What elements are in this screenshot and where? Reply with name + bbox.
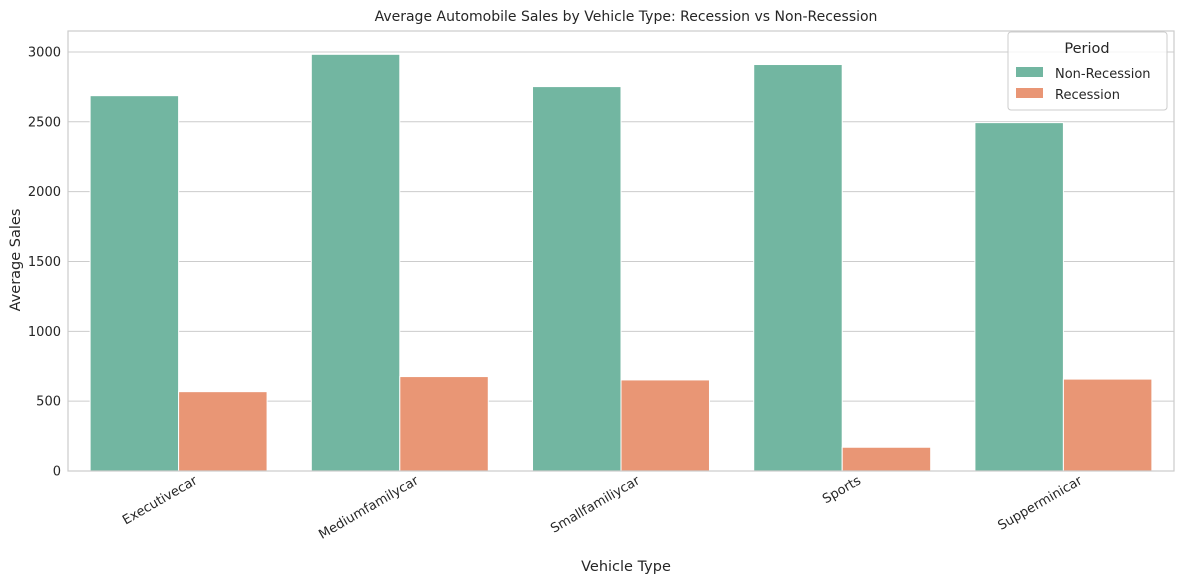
x-tick-label: Supperminicar	[995, 473, 1085, 534]
plot-frame	[67, 30, 1175, 472]
x-tick-label: Mediumfamilycar	[316, 473, 422, 543]
legend-label-non-recession: Non-Recession	[1055, 67, 1151, 82]
bar-non-recession-supperminicar	[974, 122, 1064, 472]
x-tick-label: Executivecar	[120, 473, 201, 528]
legend: Period Non-Recession Recession	[1007, 31, 1168, 111]
bar-non-recession-smallfamiliycar	[532, 86, 622, 472]
y-axis-ticks: 0 500 1000 1500 2000 2500 3000	[28, 45, 61, 479]
bar-recession-mediumfamilycar	[399, 376, 489, 472]
x-axis-ticks: Executivecar Mediumfamilycar Smallfamiliyc…	[120, 473, 1085, 543]
y-axis-label: Average Sales	[8, 209, 24, 312]
y-tick-label: 1500	[28, 255, 61, 270]
bar-recession-sports	[841, 446, 932, 472]
bar-non-recession-sports	[753, 64, 843, 472]
y-tick-label: 2000	[28, 185, 61, 200]
x-axis-label: Vehicle Type	[581, 559, 671, 575]
x-tick-label: Smallfamiliycar	[548, 473, 643, 536]
plot-border	[67, 30, 1175, 472]
bars	[89, 53, 1153, 472]
y-tick-label: 2500	[28, 115, 61, 130]
chart-title: Average Automobile Sales by Vehicle Type…	[375, 9, 878, 25]
bar-recession-executivecar	[178, 391, 268, 472]
legend-swatch-recession	[1016, 88, 1043, 98]
legend-swatch-non-recession	[1016, 67, 1043, 77]
legend-label-recession: Recession	[1055, 88, 1120, 103]
legend-box	[1007, 31, 1168, 111]
y-tick-label: 0	[53, 465, 61, 480]
bar-recession-supperminicar	[1062, 378, 1153, 472]
legend-title: Period	[1064, 41, 1109, 57]
x-tick-label: Sports	[820, 473, 864, 507]
bar-non-recession-mediumfamilycar	[310, 53, 401, 472]
bar-non-recession-executivecar	[89, 95, 180, 472]
bar-recession-smallfamiliycar	[620, 379, 710, 472]
y-tick-label: 3000	[28, 45, 61, 60]
y-tick-label: 500	[36, 395, 61, 410]
y-tick-label: 1000	[28, 325, 61, 340]
